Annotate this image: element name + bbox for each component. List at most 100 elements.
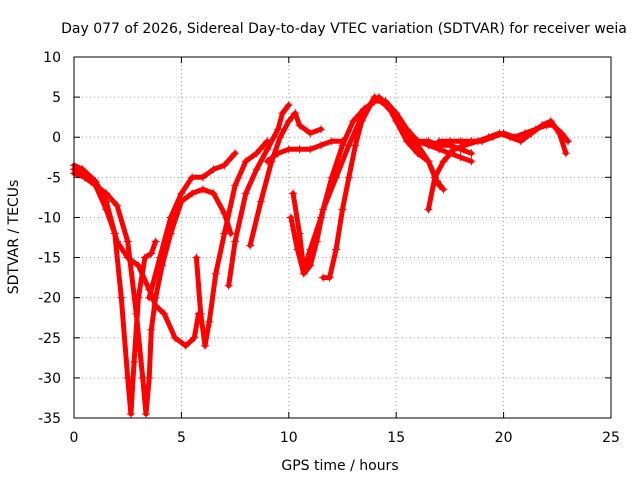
data-point-marker — [132, 309, 141, 318]
x-tick-label: 15 — [387, 430, 405, 446]
data-point-marker — [188, 189, 197, 198]
data-point-marker — [188, 173, 197, 182]
data-point-marker — [274, 149, 283, 158]
data-point-marker — [78, 165, 87, 174]
x-tick-label: 5 — [177, 430, 186, 446]
data-point-marker — [130, 357, 139, 366]
y-tick-label: -15 — [38, 251, 61, 267]
data-point-marker — [196, 309, 205, 318]
data-point-marker — [91, 177, 100, 186]
data-point-marker — [351, 141, 360, 150]
data-point-marker — [224, 281, 233, 290]
data-point-marker — [424, 205, 433, 214]
y-tick-label: -35 — [38, 411, 61, 427]
data-point-marker — [344, 173, 353, 182]
data-point-marker — [402, 129, 411, 138]
data-point-marker — [295, 229, 304, 238]
data-point-marker — [155, 253, 164, 262]
data-point-marker — [112, 237, 121, 246]
data-point-marker — [231, 149, 240, 158]
data-point-marker — [413, 137, 422, 146]
tick-labels: 0 5 10 15 20 25 -35 -30 -25 -20 -15 -10 -5 0 5 10 — [38, 50, 620, 446]
data-point-marker — [263, 157, 272, 166]
x-tick-label: 0 — [70, 430, 79, 446]
series-arc-3 — [71, 162, 202, 349]
data-point-marker — [220, 161, 229, 170]
data-point-marker — [211, 269, 220, 278]
data-point-marker — [516, 137, 525, 146]
data-point-marker — [332, 173, 341, 182]
series-arc-6 — [226, 102, 292, 289]
data-point-marker — [246, 241, 255, 250]
series-arc-10 — [264, 138, 345, 164]
data-point-marker — [209, 165, 218, 174]
data-point-marker — [140, 253, 149, 262]
data-point-marker — [201, 341, 210, 350]
data-point-marker — [467, 149, 476, 158]
data-point-marker — [123, 373, 132, 382]
data-point-marker — [439, 157, 448, 166]
data-point-marker — [166, 213, 175, 222]
data-point-marker — [147, 249, 156, 258]
y-axis-label: SDTVAR / TECUs — [6, 180, 22, 295]
data-point-marker — [102, 197, 111, 206]
data-point-marker — [205, 317, 214, 326]
data-point-marker — [284, 145, 293, 154]
data-series — [70, 93, 573, 418]
data-point-marker — [141, 409, 150, 418]
data-point-marker — [317, 141, 326, 150]
data-point-marker — [456, 137, 465, 146]
data-point-marker — [299, 269, 308, 278]
data-point-marker — [312, 237, 321, 246]
data-point-marker — [220, 229, 229, 238]
data-point-marker — [276, 133, 285, 142]
data-point-marker — [338, 137, 347, 146]
data-point-marker — [231, 237, 240, 246]
data-point-marker — [561, 149, 570, 158]
series-arc-2 — [71, 166, 234, 417]
chart-title: Day 077 of 2026, Sidereal Day-to-day VTE… — [61, 21, 627, 37]
x-tick-label: 10 — [280, 430, 298, 446]
data-point-marker — [295, 145, 304, 154]
data-point-marker — [286, 213, 295, 222]
data-point-marker — [456, 145, 465, 154]
data-point-marker — [564, 137, 573, 146]
data-point-marker — [241, 189, 250, 198]
data-point-marker — [295, 121, 304, 130]
data-point-marker — [549, 121, 558, 130]
data-point-marker — [366, 101, 375, 110]
series-arc-8 — [290, 98, 474, 273]
data-point-marker — [499, 129, 508, 138]
data-point-marker — [289, 189, 298, 198]
data-point-marker — [134, 261, 143, 270]
data-point-marker — [147, 325, 156, 334]
data-point-marker — [325, 273, 334, 282]
y-tick-label: 5 — [52, 90, 61, 106]
data-point-marker — [332, 245, 341, 254]
data-point-marker — [117, 293, 126, 302]
x-tick-label: 20 — [495, 430, 513, 446]
data-point-marker — [198, 185, 207, 194]
data-point-marker — [357, 117, 366, 126]
data-point-marker — [306, 129, 315, 138]
data-point-marker — [209, 189, 218, 198]
data-point-marker — [510, 133, 519, 142]
data-point-marker — [383, 101, 392, 110]
data-point-marker — [263, 145, 272, 154]
data-point-marker — [284, 117, 293, 126]
data-point-marker — [256, 197, 265, 206]
data-point-marker — [327, 137, 336, 146]
y-tick-label: -25 — [38, 331, 61, 347]
data-point-marker — [467, 137, 476, 146]
data-point-marker — [274, 125, 283, 134]
data-point-marker — [123, 237, 132, 246]
data-point-marker — [293, 245, 302, 254]
grid — [74, 57, 611, 418]
data-point-marker — [306, 261, 315, 270]
data-point-marker — [413, 149, 422, 158]
y-tick-label: -10 — [38, 210, 61, 226]
data-point-marker — [112, 201, 121, 210]
data-point-marker — [456, 153, 465, 162]
data-point-marker — [306, 145, 315, 154]
